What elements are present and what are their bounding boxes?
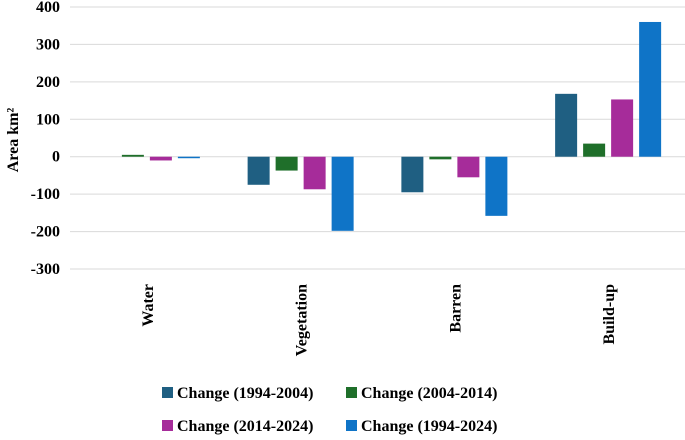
y-axis-ticks: -300 -200 -100 0 100 200 300 400: [31, 0, 60, 278]
legend-label-4: Change (1994-2024): [361, 418, 497, 435]
bar-barren-series-3: [457, 156, 480, 178]
y-tick-label: 300: [36, 36, 60, 53]
bar-build-up-series-1: [555, 93, 578, 157]
y-axis-label: Area km²: [5, 108, 22, 173]
bar-build-up-series-3: [611, 99, 634, 157]
bar-barren-series-4: [485, 156, 508, 216]
category-label-barren: Barren: [447, 284, 464, 333]
bars: [121, 21, 662, 231]
bar-vegetation-series-1: [247, 156, 270, 185]
legend-label-2: Change (2004-2014): [361, 385, 497, 402]
legend-swatch-1: [162, 387, 173, 398]
y-tick-label: -100: [31, 186, 60, 203]
x-axis-categories: Water Vegetation Barren Build-up: [140, 284, 618, 356]
y-tick-label: -300: [31, 261, 60, 278]
gridlines: [70, 6, 685, 270]
legend-swatch-2: [346, 387, 357, 398]
category-label-vegetation: Vegetation: [294, 284, 311, 356]
category-label-build-up: Build-up: [601, 284, 618, 345]
bar-vegetation-series-4: [331, 156, 354, 231]
legend-label-1: Change (1994-2004): [177, 385, 313, 402]
legend-swatch-4: [346, 420, 357, 431]
legend-label-3: Change (2014-2024): [177, 418, 313, 435]
legend-swatch-3: [162, 420, 173, 431]
bar-water-series-4: [177, 156, 200, 159]
bar-build-up-series-4: [639, 21, 662, 157]
bar-water-series-2: [121, 154, 144, 157]
y-tick-label: -200: [31, 224, 60, 241]
legend: Change (1994-2004) Change (2004-2014) Chan…: [162, 385, 497, 435]
y-tick-label: 200: [36, 74, 60, 91]
bar-vegetation-series-2: [275, 156, 298, 171]
bar-build-up-series-2: [583, 143, 606, 157]
bar-vegetation-series-3: [303, 156, 326, 190]
bar-barren-series-1: [401, 156, 424, 193]
y-tick-label: 100: [36, 111, 60, 128]
y-tick-label: 400: [36, 0, 60, 16]
y-tick-label: 0: [52, 149, 60, 166]
bar-water-series-3: [149, 156, 172, 161]
category-label-water: Water: [140, 284, 157, 327]
bar-barren-series-2: [429, 156, 452, 160]
